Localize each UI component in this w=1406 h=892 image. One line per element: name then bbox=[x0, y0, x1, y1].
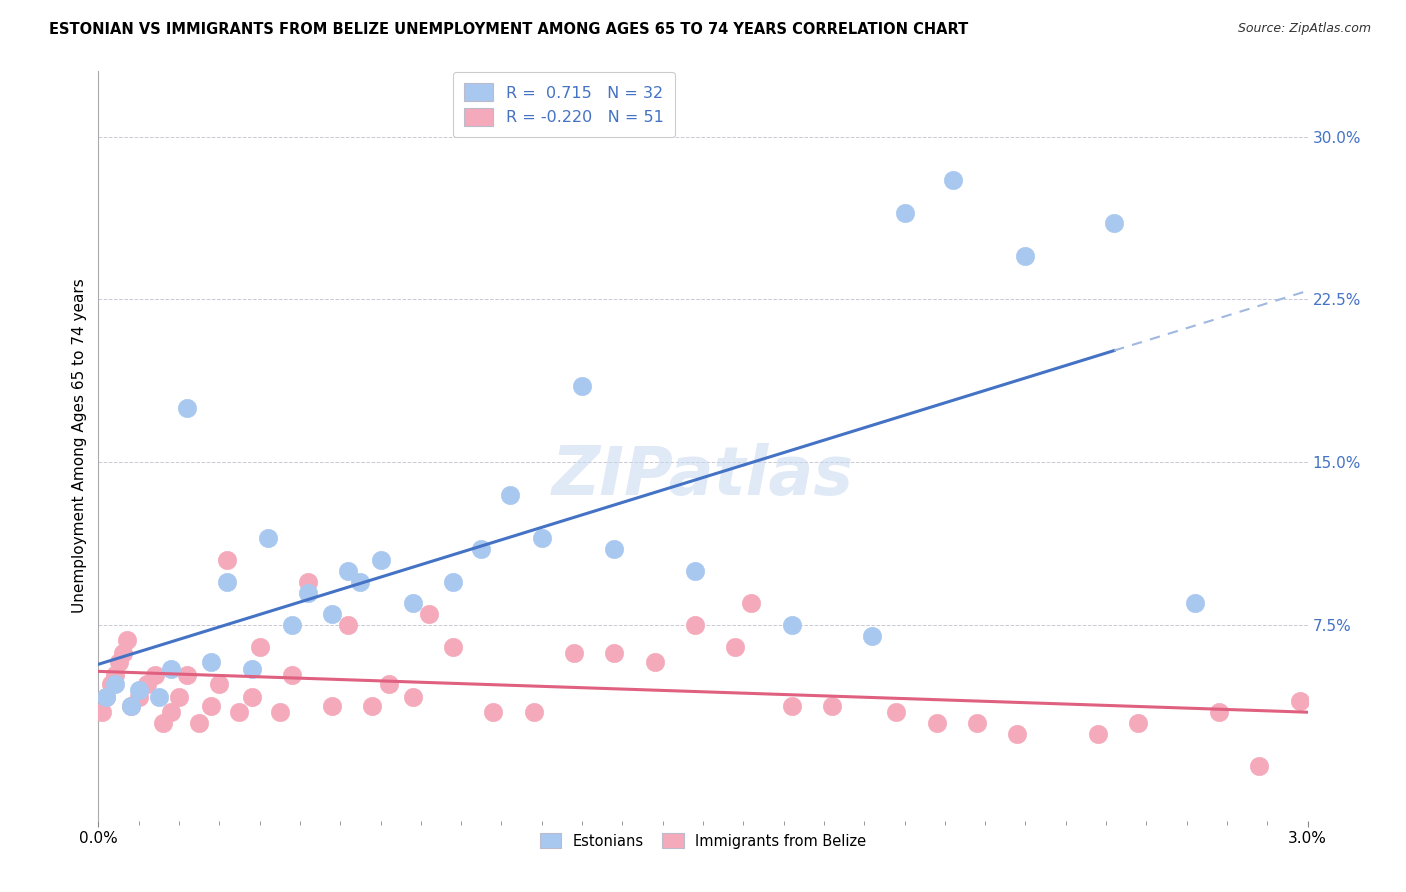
Point bbox=[925, 715, 948, 730]
Point bbox=[603, 542, 626, 557]
Point bbox=[128, 690, 150, 704]
Point bbox=[111, 647, 134, 661]
Point bbox=[256, 531, 278, 545]
Point bbox=[1128, 715, 1150, 730]
Point bbox=[240, 690, 263, 704]
Point bbox=[249, 640, 271, 654]
Legend: Estonians, Immigrants from Belize: Estonians, Immigrants from Belize bbox=[534, 828, 872, 855]
Point bbox=[115, 633, 138, 648]
Point bbox=[966, 715, 988, 730]
Point bbox=[321, 607, 343, 622]
Point bbox=[498, 488, 520, 502]
Point bbox=[603, 647, 626, 661]
Point bbox=[562, 647, 585, 661]
Point bbox=[780, 618, 803, 632]
Point bbox=[402, 690, 425, 704]
Point bbox=[942, 173, 965, 187]
Point bbox=[176, 401, 198, 415]
Point bbox=[441, 640, 464, 654]
Point bbox=[470, 542, 492, 557]
Point bbox=[482, 705, 505, 719]
Point bbox=[349, 574, 371, 589]
Point bbox=[128, 683, 150, 698]
Point bbox=[217, 574, 239, 589]
Point bbox=[1288, 694, 1310, 708]
Point bbox=[188, 715, 211, 730]
Point bbox=[240, 662, 263, 676]
Point bbox=[370, 553, 392, 567]
Point bbox=[281, 618, 304, 632]
Point bbox=[740, 597, 762, 611]
Point bbox=[120, 698, 142, 713]
Text: ESTONIAN VS IMMIGRANTS FROM BELIZE UNEMPLOYMENT AMONG AGES 65 TO 74 YEARS CORREL: ESTONIAN VS IMMIGRANTS FROM BELIZE UNEMP… bbox=[49, 22, 969, 37]
Point bbox=[1249, 759, 1271, 773]
Point bbox=[217, 553, 239, 567]
Point bbox=[780, 698, 803, 713]
Point bbox=[176, 668, 198, 682]
Text: ZIPatlas: ZIPatlas bbox=[553, 443, 853, 509]
Point bbox=[200, 698, 222, 713]
Point bbox=[724, 640, 747, 654]
Point bbox=[107, 655, 129, 669]
Point bbox=[96, 690, 118, 704]
Point bbox=[402, 597, 425, 611]
Point bbox=[269, 705, 291, 719]
Point bbox=[1087, 727, 1109, 741]
Point bbox=[523, 705, 546, 719]
Point bbox=[1102, 216, 1125, 230]
Point bbox=[103, 668, 125, 682]
Point bbox=[571, 379, 593, 393]
Point bbox=[886, 705, 908, 719]
Point bbox=[530, 531, 553, 545]
Point bbox=[337, 618, 360, 632]
Point bbox=[1014, 249, 1036, 263]
Point bbox=[135, 677, 157, 691]
Point bbox=[200, 655, 222, 669]
Point bbox=[103, 677, 125, 691]
Point bbox=[893, 205, 915, 219]
Point bbox=[148, 690, 170, 704]
Point bbox=[361, 698, 384, 713]
Point bbox=[91, 705, 114, 719]
Point bbox=[821, 698, 844, 713]
Point bbox=[297, 585, 319, 599]
Point bbox=[228, 705, 250, 719]
Point bbox=[377, 677, 399, 691]
Point bbox=[281, 668, 304, 682]
Y-axis label: Unemployment Among Ages 65 to 74 years: Unemployment Among Ages 65 to 74 years bbox=[72, 278, 87, 614]
Point bbox=[321, 698, 343, 713]
Point bbox=[143, 668, 166, 682]
Point bbox=[152, 715, 174, 730]
Point bbox=[683, 618, 706, 632]
Text: Source: ZipAtlas.com: Source: ZipAtlas.com bbox=[1237, 22, 1371, 36]
Point bbox=[441, 574, 464, 589]
Point bbox=[1184, 597, 1206, 611]
Point bbox=[160, 705, 183, 719]
Point bbox=[418, 607, 440, 622]
Point bbox=[160, 662, 183, 676]
Point bbox=[208, 677, 231, 691]
Point bbox=[1208, 705, 1230, 719]
Point bbox=[297, 574, 319, 589]
Point bbox=[644, 655, 666, 669]
Point bbox=[1007, 727, 1029, 741]
Point bbox=[337, 564, 360, 578]
Point bbox=[96, 690, 118, 704]
Point bbox=[167, 690, 190, 704]
Point bbox=[860, 629, 883, 643]
Point bbox=[120, 698, 142, 713]
Point bbox=[683, 564, 706, 578]
Point bbox=[100, 677, 122, 691]
